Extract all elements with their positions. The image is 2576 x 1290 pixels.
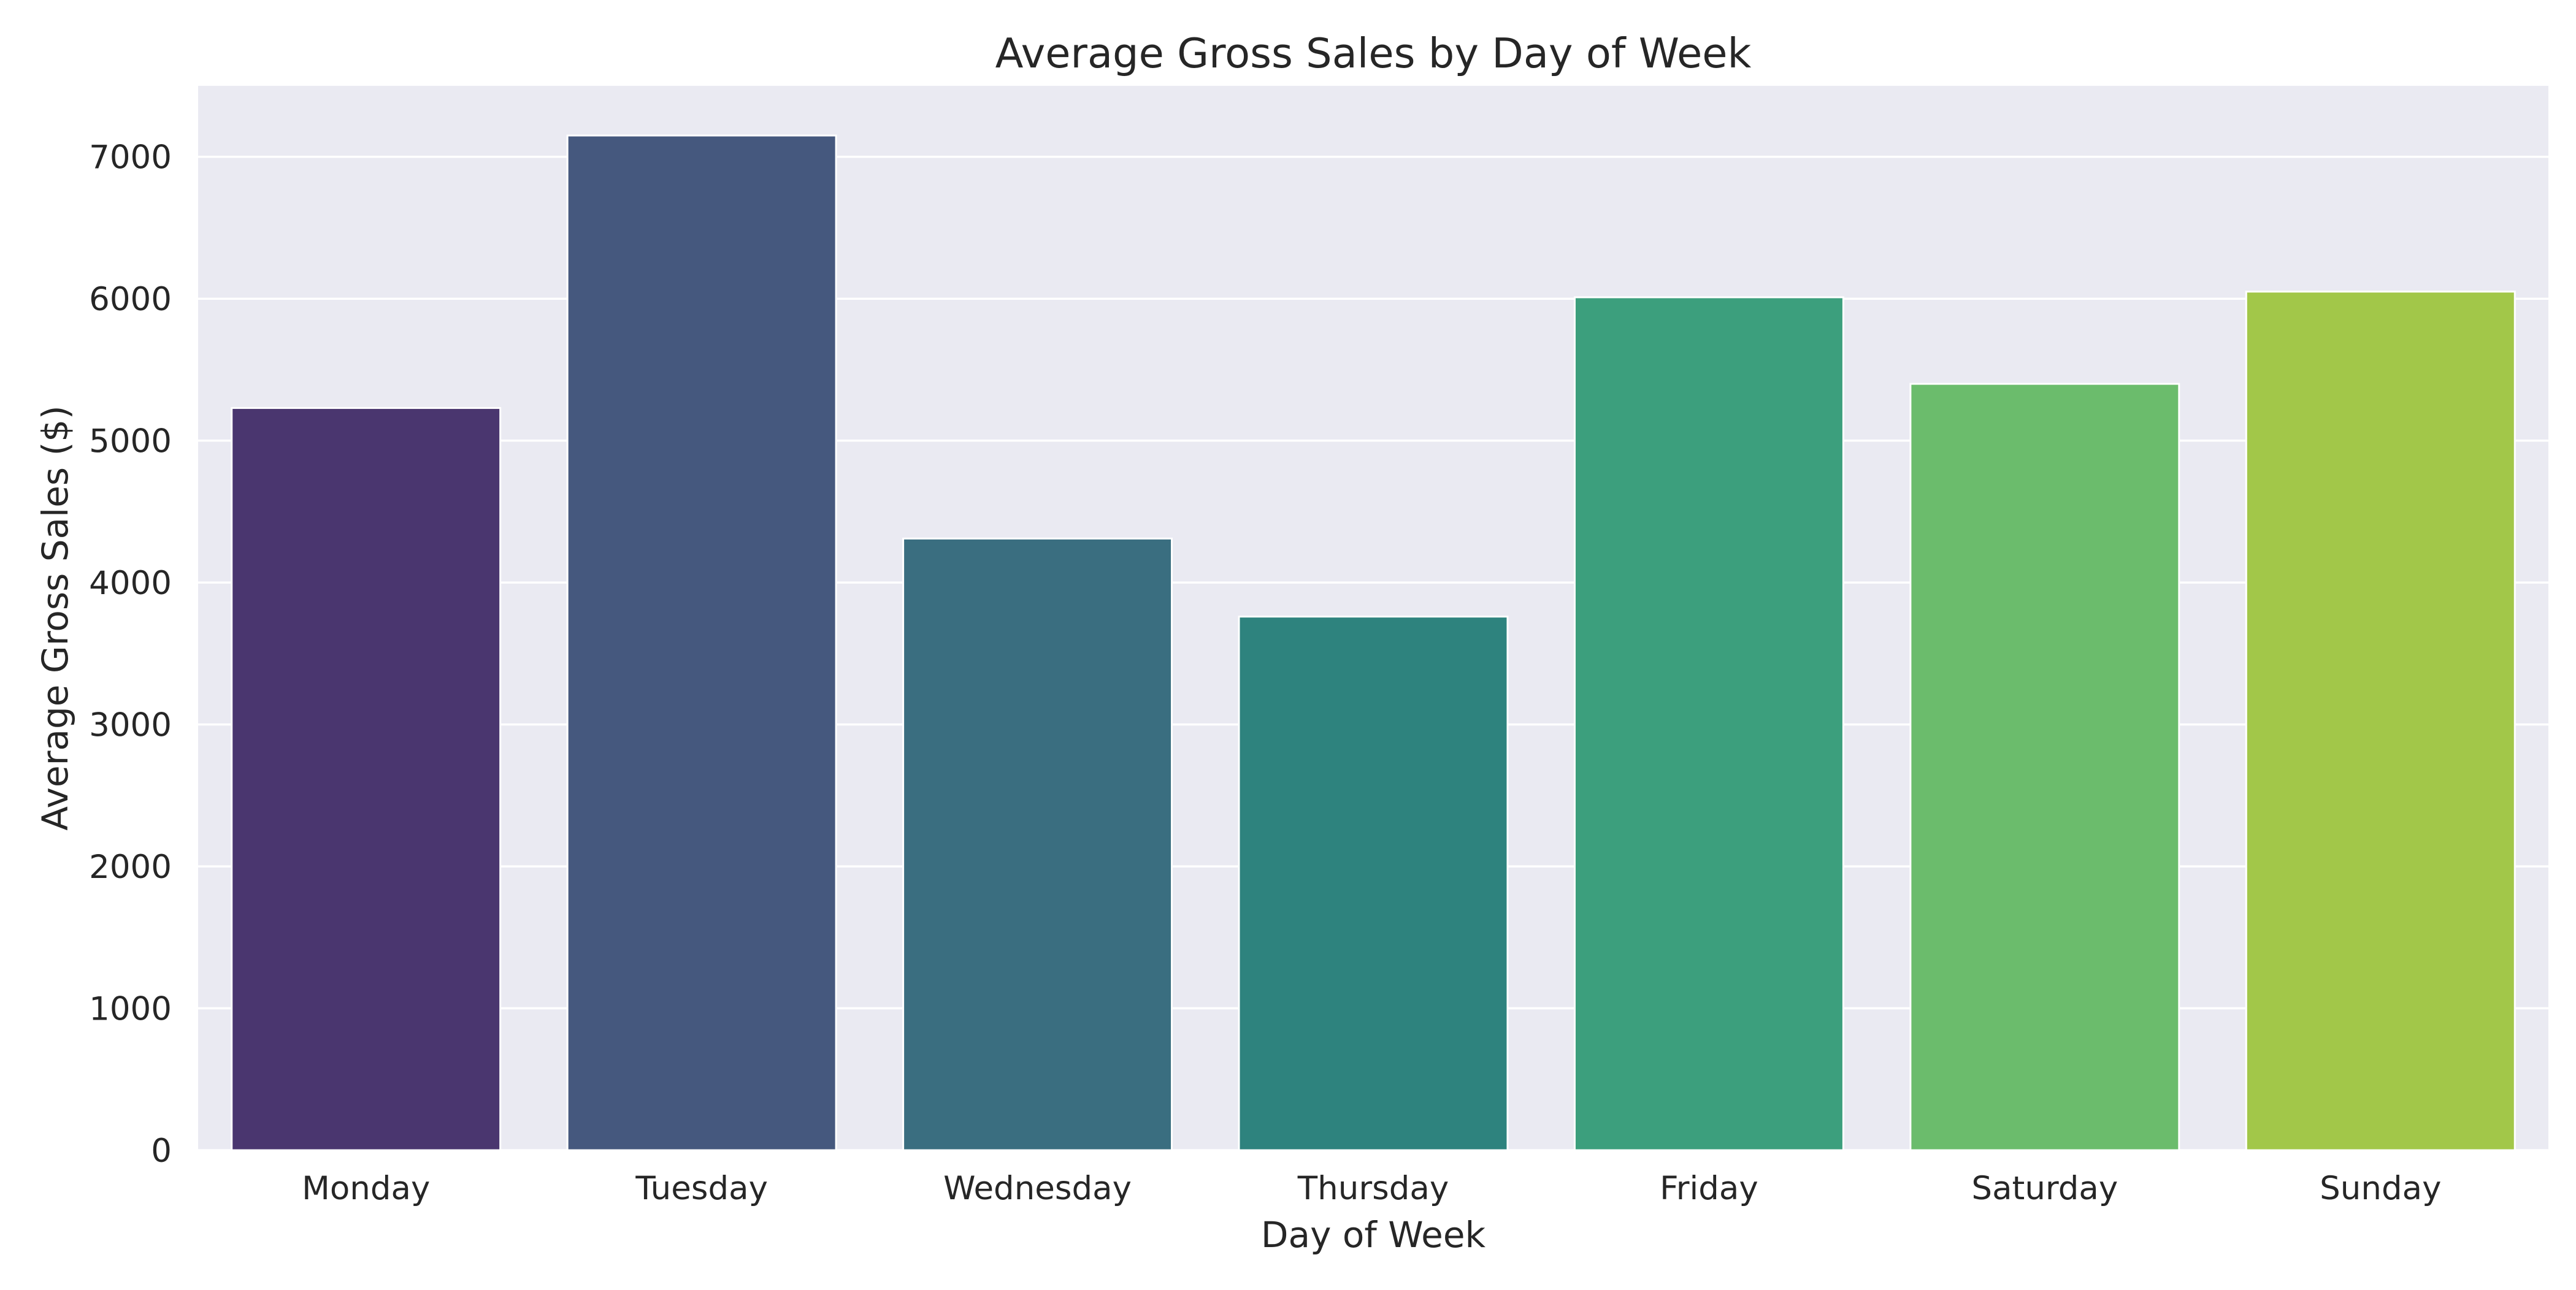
x-tick-label: Wednesday (943, 1170, 1132, 1207)
x-axis-ticks: Monday Tuesday Wednesday Thursday Friday Satu… (302, 1170, 2441, 1207)
bar-sunday (2245, 291, 2516, 1151)
y-axis-ticks: 0 1000 2000 3000 4000 5000 6000 7000 (89, 139, 172, 1170)
bar-thursday (1238, 616, 1509, 1151)
y-tick-label: 1000 (89, 991, 172, 1028)
x-tick-label: Sunday (2320, 1170, 2441, 1207)
y-tick-label: 4000 (89, 565, 172, 602)
x-tick-label: Thursday (1297, 1170, 1449, 1207)
bar-saturday (1909, 383, 2180, 1151)
y-axis-label: Average Gross Sales ($) (34, 405, 76, 830)
x-tick-label: Monday (302, 1170, 430, 1207)
y-tick-label: 7000 (89, 139, 172, 177)
x-tick-label: Tuesday (635, 1170, 768, 1207)
y-tick-label: 0 (151, 1132, 172, 1170)
y-tick-label: 5000 (89, 423, 172, 460)
y-tick-label: 3000 (89, 707, 172, 744)
x-tick-label: Saturday (1971, 1170, 2118, 1207)
x-tick-label: Friday (1660, 1170, 1758, 1207)
bar-wednesday (902, 537, 1173, 1151)
y-tick-label: 2000 (89, 849, 172, 886)
bar-monday (231, 406, 502, 1151)
x-axis-label: Day of Week (1261, 1214, 1486, 1256)
bar-tuesday (566, 134, 837, 1151)
chart-title: Average Gross Sales by Day of Week (995, 29, 1752, 77)
bar-friday (1573, 296, 1844, 1151)
bars (231, 134, 2516, 1151)
y-tick-label: 6000 (89, 281, 172, 318)
